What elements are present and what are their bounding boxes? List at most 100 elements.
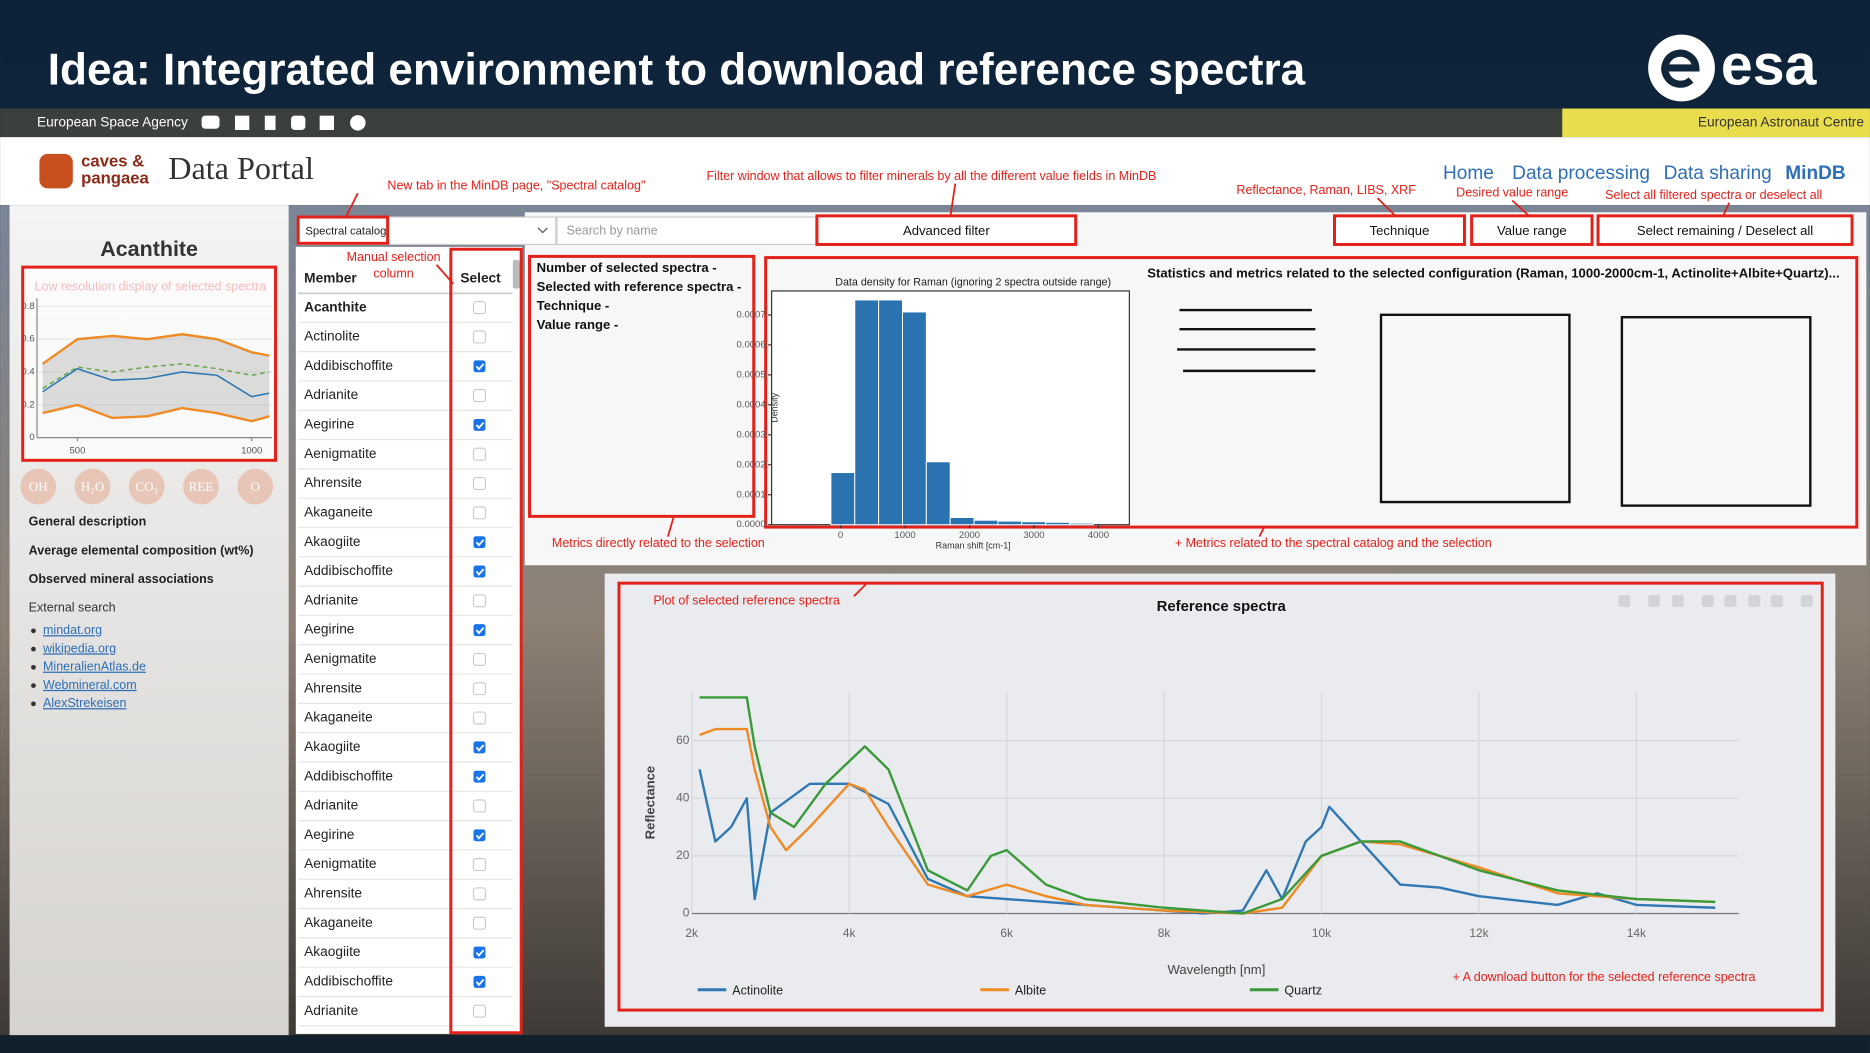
toolbar-icon[interactable] bbox=[1724, 595, 1737, 607]
annotation-box bbox=[21, 265, 278, 462]
button[interactable] bbox=[1333, 214, 1466, 246]
checkmark bbox=[475, 832, 485, 840]
centre: European Astronaut Centre bbox=[1698, 114, 1864, 129]
checkbox[interactable] bbox=[472, 858, 487, 872]
member-name: Adrianite bbox=[304, 798, 358, 813]
x-tick-label: 3000 bbox=[1023, 530, 1044, 541]
checkbox[interactable] bbox=[472, 447, 487, 461]
annotation: column bbox=[373, 267, 413, 281]
checkbox[interactable] bbox=[472, 506, 487, 520]
toolbar-icon[interactable] bbox=[1770, 595, 1783, 607]
x-tick-label: 12k bbox=[1469, 926, 1488, 940]
catalog-dropdown-label[interactable]: Spectral catalog bbox=[305, 225, 386, 237]
member-name: Akaganeite bbox=[304, 504, 373, 519]
legend-label[interactable]: Actinolite bbox=[732, 983, 783, 997]
chip bbox=[20, 468, 57, 505]
checkbox-checked[interactable] bbox=[473, 624, 486, 637]
checkbox[interactable] bbox=[472, 682, 487, 696]
button[interactable] bbox=[1596, 214, 1854, 246]
metric-line: Value range - bbox=[537, 317, 619, 332]
histogram-bar bbox=[1021, 521, 1047, 526]
agency-bar bbox=[0, 108, 1870, 138]
placeholder-box bbox=[1620, 316, 1812, 507]
checkbox-checked[interactable] bbox=[473, 829, 486, 842]
checkbox[interactable] bbox=[472, 1004, 487, 1018]
mini-line bbox=[41, 333, 270, 365]
x-tick-label: 8k bbox=[1158, 926, 1171, 940]
toolbar-icon[interactable] bbox=[1800, 595, 1813, 607]
button[interactable] bbox=[815, 214, 1078, 246]
external-link[interactable]: AlexStrekeisen bbox=[43, 696, 127, 710]
x-tick-label: 4000 bbox=[1088, 530, 1109, 541]
x-tick-label: 2k bbox=[685, 926, 698, 940]
chip-label: CO₃ bbox=[135, 479, 158, 494]
checkbox-checked[interactable] bbox=[473, 741, 486, 754]
search-box bbox=[556, 216, 817, 246]
annotation-box bbox=[617, 581, 1824, 1012]
external-link[interactable]: wikipedia.org bbox=[42, 641, 116, 655]
checkbox[interactable] bbox=[472, 330, 487, 344]
spectrum-line bbox=[699, 696, 1716, 915]
member-name: Akaganeite bbox=[304, 915, 373, 930]
checkbox-checked[interactable] bbox=[473, 360, 486, 373]
toolbar-icon[interactable] bbox=[1618, 595, 1631, 607]
checkbox-checked[interactable] bbox=[473, 565, 486, 578]
checkbox-checked[interactable] bbox=[473, 536, 486, 549]
button-label[interactable]: Technique bbox=[1370, 223, 1430, 238]
toolbar-icon[interactable] bbox=[1701, 595, 1714, 607]
scrollbar bbox=[512, 259, 521, 289]
nav-link[interactable]: Data sharing bbox=[1664, 163, 1772, 184]
button[interactable] bbox=[1470, 214, 1594, 246]
toolbar-icon[interactable] bbox=[1648, 595, 1661, 607]
toolbar-icon[interactable] bbox=[1671, 595, 1684, 607]
search-placeholder[interactable]: Search by name bbox=[567, 224, 658, 238]
mini-line bbox=[42, 403, 270, 423]
checkbox[interactable] bbox=[472, 389, 487, 403]
checkbox[interactable] bbox=[472, 799, 487, 813]
member-name: Adrianite bbox=[304, 1003, 358, 1018]
x-tick-label: 1000 bbox=[241, 445, 262, 456]
spread-band bbox=[42, 334, 270, 422]
member-name: Aenigmatite bbox=[304, 651, 377, 666]
button-label[interactable]: Select remaining / Deselect all bbox=[1637, 223, 1813, 238]
chip-label: H₂O bbox=[81, 479, 105, 494]
external-link[interactable]: Webmineral.com bbox=[43, 678, 137, 692]
y-tick-label: 0.0002 bbox=[737, 459, 766, 470]
y-tick-label: 0 bbox=[683, 906, 690, 920]
nav-link[interactable]: Home bbox=[1443, 163, 1494, 184]
nav-link[interactable]: Data processing bbox=[1512, 163, 1650, 184]
histogram-bar bbox=[973, 519, 999, 526]
y-tick-label: 0.0004 bbox=[737, 399, 767, 410]
y-tick-label: 20 bbox=[676, 848, 690, 862]
external-link[interactable]: MineralienAtlas.de bbox=[43, 660, 146, 674]
checkbox[interactable] bbox=[472, 916, 487, 930]
checkbox[interactable] bbox=[472, 652, 487, 666]
legend-label[interactable]: Quartz bbox=[1284, 983, 1322, 997]
checkbox[interactable] bbox=[472, 594, 487, 608]
legend-label[interactable]: Albite bbox=[1015, 983, 1046, 997]
checkbox-checked[interactable] bbox=[473, 418, 486, 431]
button-label[interactable]: Advanced filter bbox=[903, 223, 990, 238]
member-name: Addibischoffite bbox=[304, 768, 393, 783]
annotation: Metrics directly related to the selectio… bbox=[552, 536, 765, 550]
checkbox[interactable] bbox=[472, 711, 487, 725]
centre-bar bbox=[1562, 108, 1870, 138]
toolbar-icon[interactable] bbox=[1748, 595, 1761, 607]
y-axis-label: Density bbox=[770, 392, 780, 422]
checkbox-checked[interactable] bbox=[473, 975, 486, 988]
checkbox[interactable] bbox=[472, 476, 487, 491]
checkbox[interactable] bbox=[472, 301, 487, 315]
slide-title: Idea: Integrated environment to download… bbox=[48, 45, 1306, 94]
histogram-bar bbox=[925, 461, 951, 526]
external-link[interactable]: mindat.org bbox=[43, 623, 102, 637]
button-label[interactable]: Value range bbox=[1497, 223, 1567, 238]
checkbox-checked[interactable] bbox=[473, 770, 486, 783]
checkbox[interactable] bbox=[472, 887, 487, 901]
nav-link[interactable]: MinDB bbox=[1785, 163, 1845, 184]
checkbox-checked[interactable] bbox=[473, 946, 486, 959]
annotation: New tab in the MinDB page, "Spectral cat… bbox=[387, 178, 645, 192]
checkmark bbox=[475, 539, 485, 547]
histogram-bar bbox=[997, 520, 1023, 526]
bullet bbox=[31, 646, 36, 652]
x-tick-label: 0 bbox=[838, 530, 843, 541]
